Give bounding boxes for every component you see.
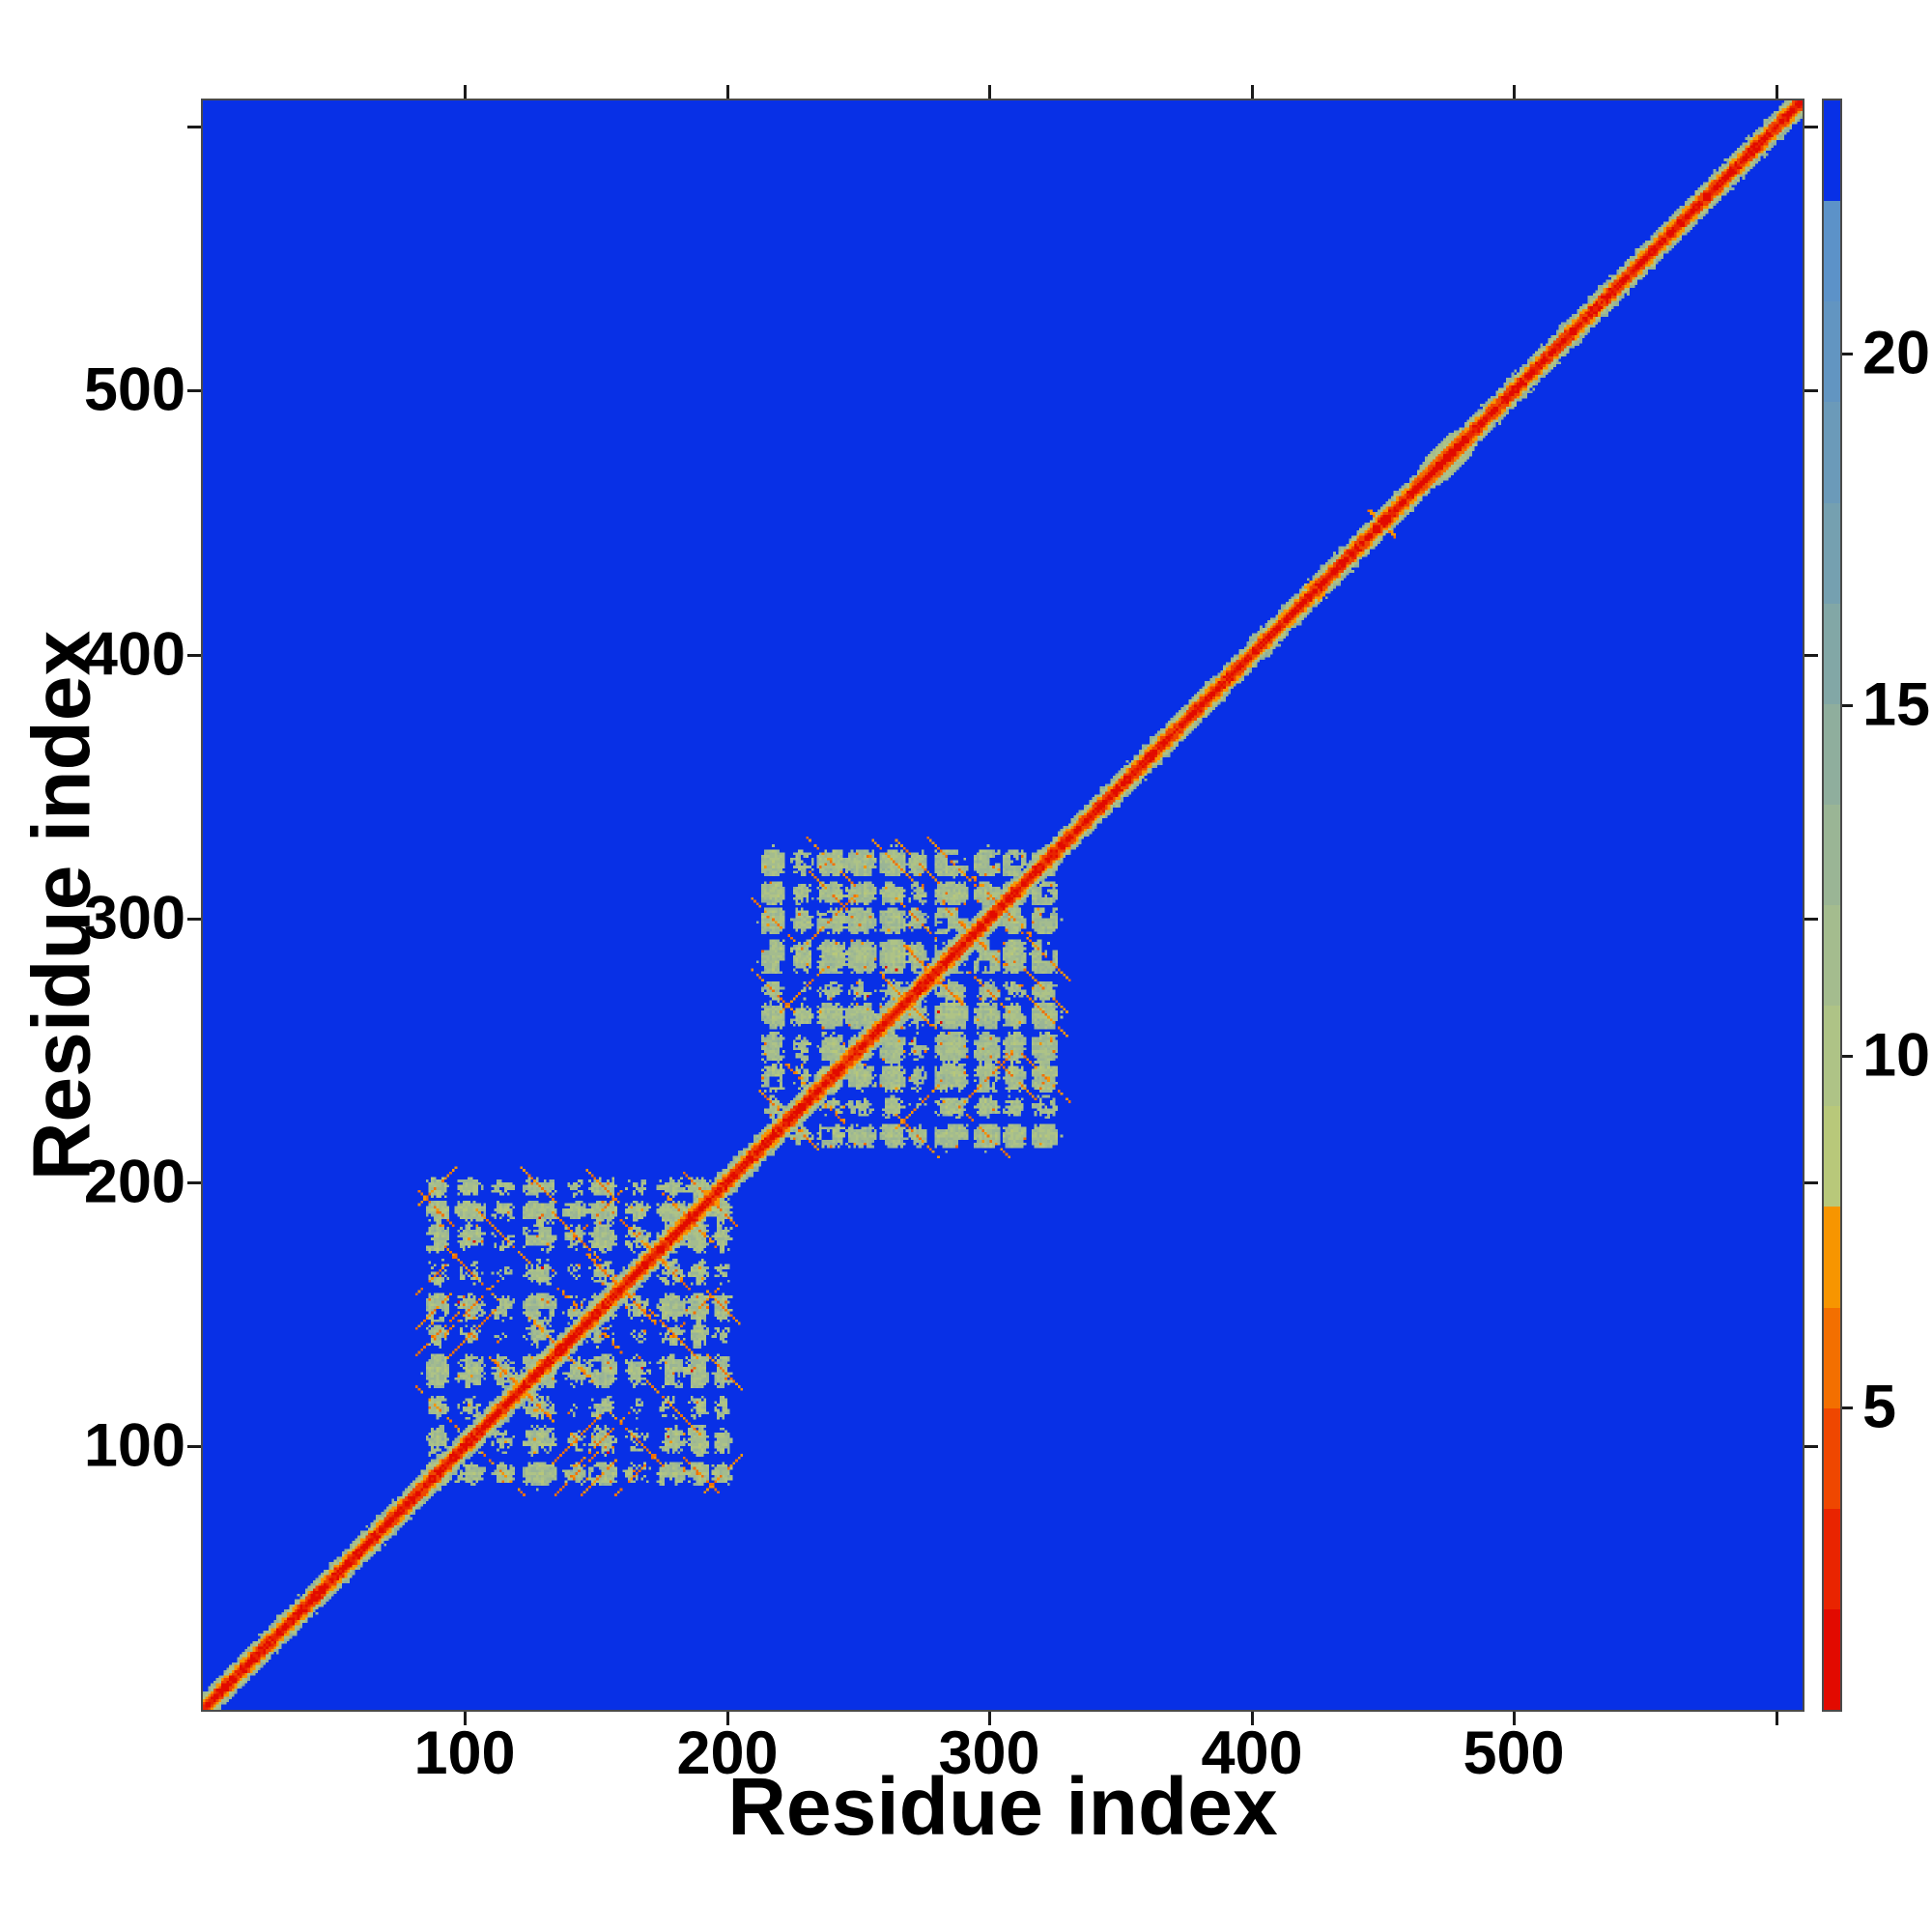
y-axis-right-tick-400 [1804, 654, 1818, 657]
colorbar-band-2 [1824, 1407, 1840, 1509]
x-axis-tick-400 [1251, 1712, 1254, 1725]
colorbar-tick-20 [1842, 353, 1853, 355]
colorbar [1822, 99, 1842, 1712]
y-axis-tick-200 [187, 1181, 201, 1184]
y-axis-right-tick-100 [1804, 1445, 1818, 1448]
colorbar-band-9 [1824, 703, 1840, 805]
colorbar-band-5 [1824, 1106, 1840, 1208]
x-axis-tick-200 [726, 1712, 729, 1725]
x-tick-label-400: 400 [1201, 1719, 1303, 1787]
colorbar-band-8 [1824, 804, 1840, 905]
colorbar-tick-10 [1842, 1055, 1853, 1058]
colorbar-band-14 [1824, 201, 1840, 302]
colorbar-tick-label-5: 5 [1862, 1373, 1897, 1441]
y-tick-label-400: 400 [83, 620, 185, 689]
y-tick-label-300: 300 [83, 884, 185, 952]
y-axis-tick-100 [187, 1445, 201, 1448]
colorbar-tick-label-15: 15 [1862, 670, 1931, 739]
x-axis-tick-100 [464, 1712, 467, 1725]
y-axis-right-tick-200 [1804, 1181, 1818, 1184]
colorbar-band-13 [1824, 301, 1840, 403]
x-axis-top-tick-500 [1513, 85, 1516, 99]
x-axis-top-tick-100 [464, 85, 467, 99]
colorbar-band-6 [1824, 1006, 1840, 1107]
x-axis-tick-300 [988, 1712, 991, 1725]
x-axis-title: Residue index [727, 1761, 1278, 1852]
colorbar-band-4 [1824, 1207, 1840, 1308]
colorbar-tick-label-10: 10 [1862, 1021, 1931, 1090]
y-axis-right-tick-600 [1804, 126, 1818, 128]
x-tick-label-300: 300 [938, 1719, 1040, 1787]
colorbar-band-12 [1824, 402, 1840, 503]
heatmap-plot-area [201, 99, 1804, 1712]
colorbar-band-15 [1824, 100, 1840, 202]
colorbar-tick-15 [1842, 704, 1853, 707]
x-axis-top-tick-400 [1251, 85, 1254, 99]
x-axis-top-tick-600 [1776, 85, 1778, 99]
x-tick-label-100: 100 [413, 1719, 516, 1787]
y-tick-label-200: 200 [83, 1148, 185, 1216]
y-axis-tick-500 [187, 389, 201, 392]
x-tick-label-500: 500 [1463, 1719, 1565, 1787]
residue-distance-heatmap [203, 100, 1803, 1710]
y-axis-right-tick-300 [1804, 918, 1818, 921]
colorbar-band-10 [1824, 603, 1840, 704]
colorbar-tick-label-20: 20 [1862, 319, 1931, 387]
y-tick-label-500: 500 [83, 355, 185, 424]
x-tick-label-200: 200 [676, 1719, 779, 1787]
colorbar-tick-5 [1842, 1406, 1853, 1409]
colorbar-band-7 [1824, 905, 1840, 1007]
x-axis-tick-600 [1776, 1712, 1778, 1725]
y-axis-tick-600 [187, 126, 201, 128]
y-tick-label-100: 100 [83, 1411, 185, 1480]
y-axis-tick-300 [187, 918, 201, 921]
x-axis-tick-500 [1513, 1712, 1516, 1725]
colorbar-band-1 [1824, 1508, 1840, 1609]
colorbar-band-3 [1824, 1307, 1840, 1408]
colorbar-band-0 [1824, 1608, 1840, 1710]
colorbar-band-11 [1824, 502, 1840, 604]
x-axis-top-tick-300 [988, 85, 991, 99]
y-axis-right-tick-500 [1804, 389, 1818, 392]
x-axis-top-tick-200 [726, 85, 729, 99]
y-axis-tick-400 [187, 654, 201, 657]
